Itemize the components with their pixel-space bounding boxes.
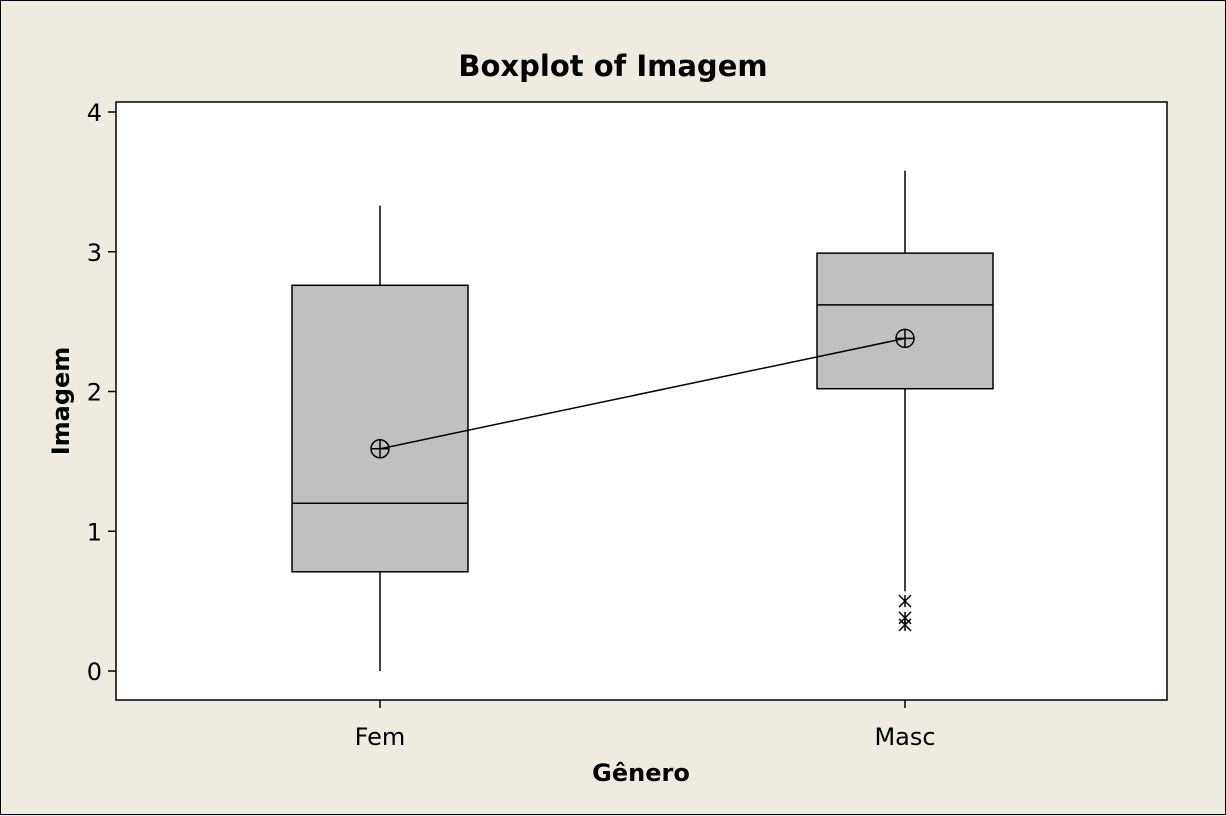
boxes-group — [291, 170, 994, 671]
y-axis-label: Imagem — [47, 347, 75, 456]
mean-connect-group — [370, 328, 915, 459]
x-axis: Fem Masc — [355, 700, 936, 751]
y-axis: 0 1 2 3 4 — [87, 99, 116, 686]
iqr-box — [291, 284, 469, 573]
iqr-box — [816, 252, 994, 390]
outlier-marker — [898, 594, 912, 608]
x-axis-label: Gênero — [592, 759, 690, 787]
y-tick-label: 2 — [87, 379, 102, 407]
y-tick-label: 1 — [87, 518, 102, 546]
plot-area — [115, 101, 1168, 701]
chart-title: Boxplot of Imagem — [458, 49, 767, 83]
outlier-marker — [898, 618, 912, 632]
y-tick-label: 4 — [87, 99, 102, 127]
x-tick-label: Fem — [355, 723, 406, 751]
y-tick-label: 0 — [87, 658, 102, 686]
mean-connect-line — [379, 337, 906, 450]
box-masc — [816, 170, 994, 632]
y-tick-label: 3 — [87, 239, 102, 267]
x-tick-label: Masc — [874, 723, 935, 751]
mean-symbol — [895, 328, 915, 349]
box-fem — [291, 205, 469, 671]
mean-symbol — [370, 439, 390, 459]
